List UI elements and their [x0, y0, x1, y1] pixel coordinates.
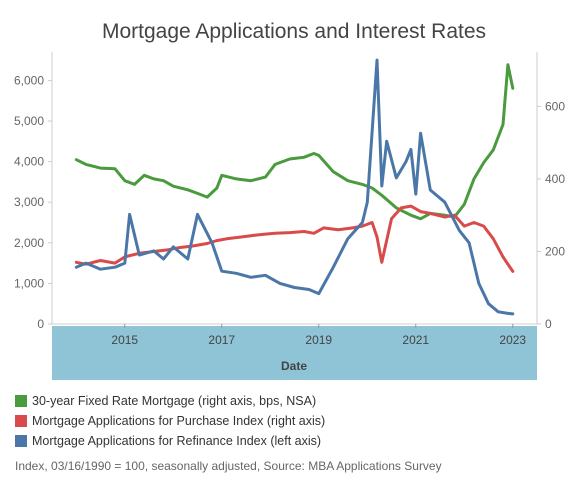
legend-label: 30-year Fixed Rate Mortgage (right axis,…: [32, 394, 317, 408]
legend: 30-year Fixed Rate Mortgage (right axis,…: [15, 391, 325, 451]
legend-swatch: [15, 415, 27, 427]
left-tick-label: 5,000: [14, 114, 44, 128]
left-tick-label: 3,000: [14, 195, 44, 209]
x-axis-label: Date: [281, 359, 307, 373]
legend-item-3: Mortgage Applications for Refinance Inde…: [15, 431, 325, 451]
x-tick-label: 2017: [208, 333, 235, 347]
left-tick-label: 2,000: [14, 236, 44, 250]
legend-swatch: [15, 395, 27, 407]
right-tick-label: 200: [545, 244, 565, 258]
chart-title: Mortgage Applications and Interest Rates: [101, 20, 487, 43]
series-line-2: [74, 204, 515, 273]
legend-label: Mortgage Applications for Refinance Inde…: [32, 434, 322, 448]
legend-swatch: [15, 435, 27, 447]
legend-item-1: 30-year Fixed Rate Mortgage (right axis,…: [15, 391, 325, 411]
x-tick-label: 2019: [305, 333, 332, 347]
x-tick-label: 2023: [499, 333, 526, 347]
left-tick-label: 0: [37, 317, 44, 331]
legend-item-2: Mortgage Applications for Purchase Index…: [15, 411, 325, 431]
right-tick-label: 600: [545, 99, 565, 113]
source-note: Index, 03/16/1990 = 100, seasonally adju…: [15, 459, 442, 473]
left-tick-label: 4,000: [14, 155, 44, 169]
left-tick-label: 6,000: [14, 73, 44, 87]
left-tick-label: 1,000: [14, 276, 44, 290]
legend-label: Mortgage Applications for Purchase Index…: [32, 414, 326, 428]
x-tick-label: 2021: [402, 333, 429, 347]
series-line-1: [74, 63, 515, 221]
x-tick-label: 2015: [111, 333, 138, 347]
chart-canvas: 0 1,000 2,000 3,000 4,000 5,000 6,000 0 200 400 60…: [14, 52, 565, 380]
x-axis-band: [52, 326, 537, 380]
right-tick-label: 0: [545, 317, 552, 331]
series-line-3: [74, 58, 515, 316]
right-tick-label: 400: [545, 172, 565, 186]
